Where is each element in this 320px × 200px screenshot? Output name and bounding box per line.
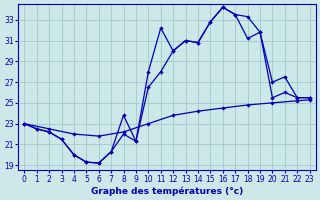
X-axis label: Graphe des températures (°c): Graphe des températures (°c) [91, 186, 243, 196]
